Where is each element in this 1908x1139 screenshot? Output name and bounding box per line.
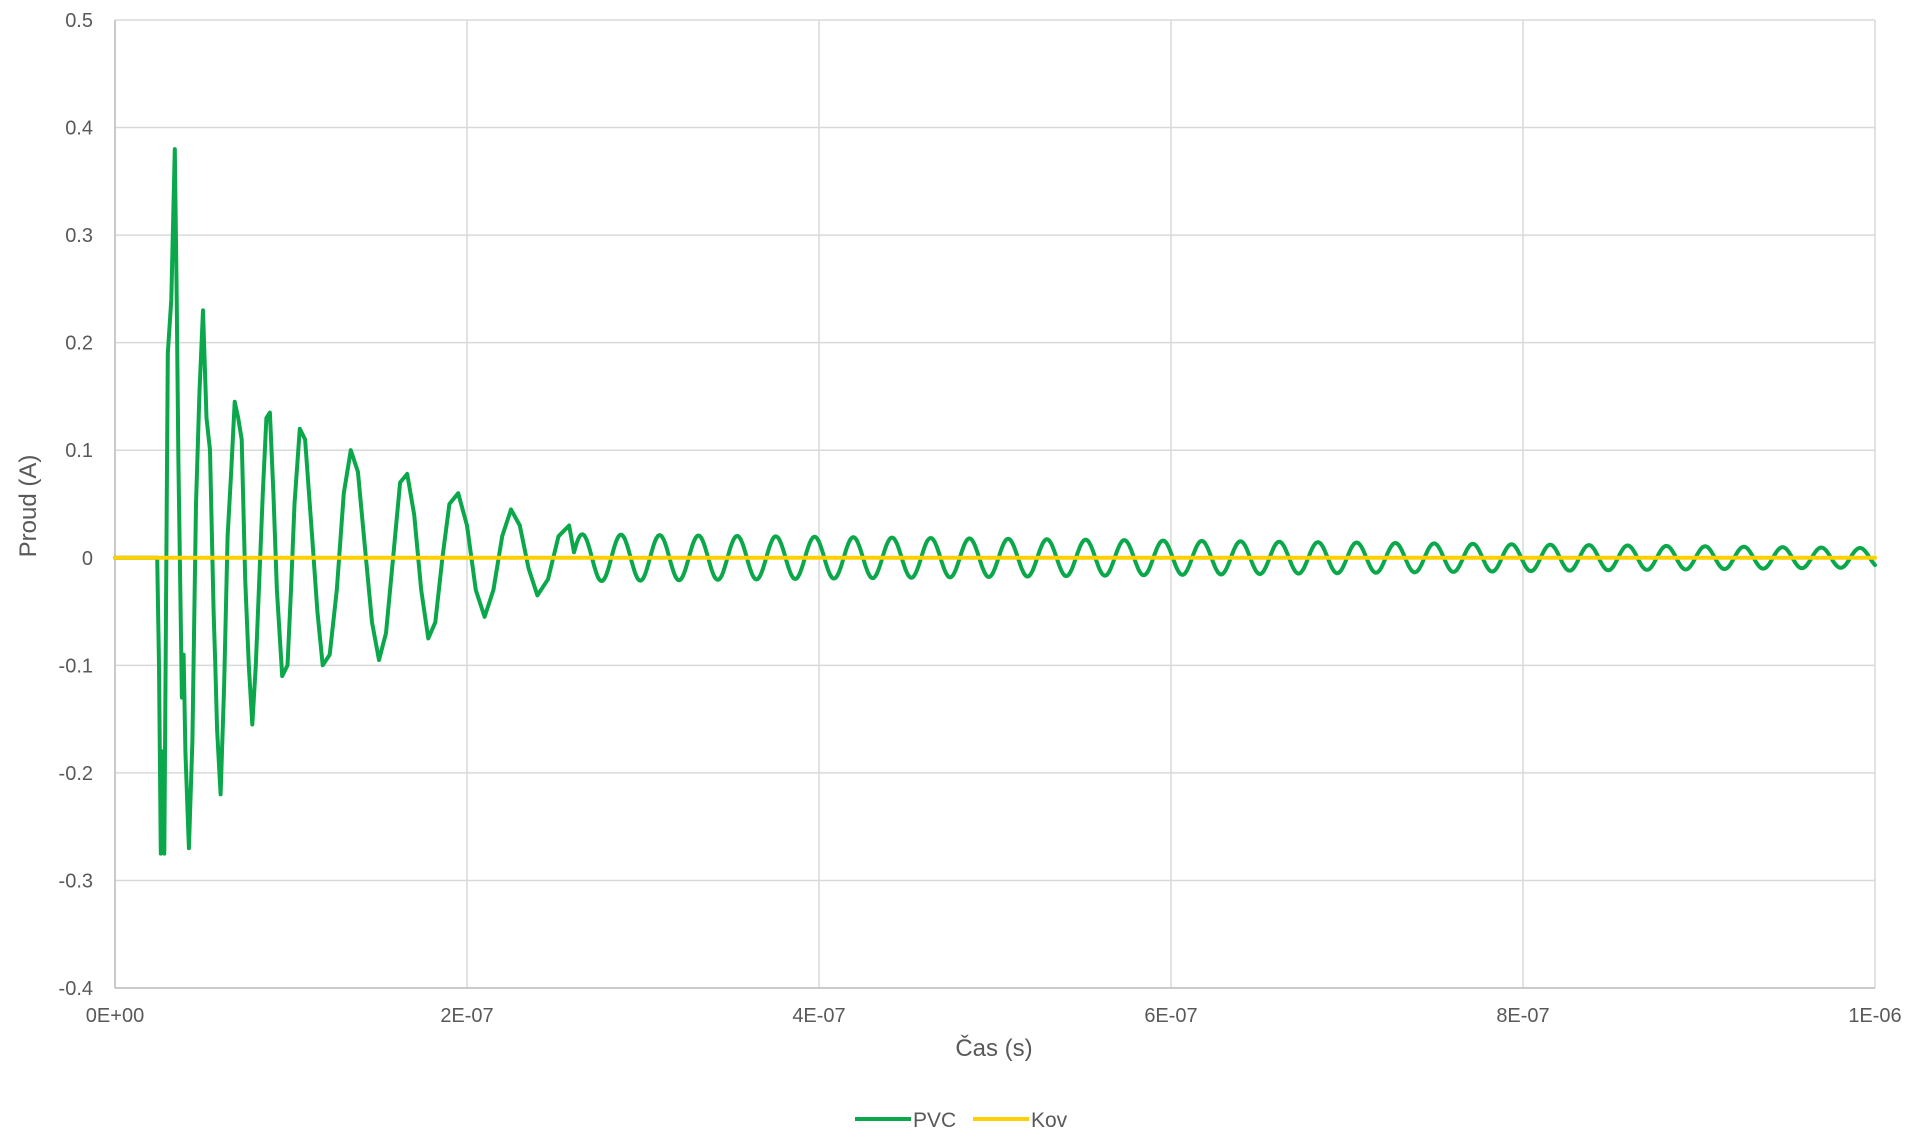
y-tick-label: -0.2 [59,763,93,785]
x-tick-label: 2E-07 [440,1005,493,1027]
legend-label-kov: Kov [1031,1109,1068,1132]
axes: 0.5 0.4 0.3 0.2 0.1 0 -0.1 -0.2 -0.3 -0.4 0E+00 2E-… [59,10,1902,1027]
legend-label-pvc: PVC [913,1109,956,1132]
y-axis-title: Proud (A) [15,455,42,558]
x-tick-label: 4E-07 [792,1005,845,1027]
y-tick-label: 0.2 [65,333,93,355]
legend: PVC Kov [855,1109,1068,1132]
y-tick-label: 0.1 [65,440,93,462]
y-tick-label: 0.3 [65,225,93,247]
y-tick-label: -0.3 [59,870,93,892]
x-tick-label: 8E-07 [1496,1005,1549,1027]
series-lines [113,147,1877,856]
x-axis-title: Čas (s) [955,1034,1032,1062]
y-tick-label: 0.5 [65,10,93,32]
y-tick-label: -0.4 [59,978,93,1000]
series-line-pvc [113,147,1877,856]
gridlines [114,19,1876,989]
x-tick-label: 0E+00 [86,1005,144,1027]
y-tick-label: -0.1 [59,655,93,677]
x-tick-label: 6E-07 [1144,1005,1197,1027]
y-tick-label: 0.4 [65,118,93,140]
y-tick-label: 0 [82,548,93,570]
x-tick-label: 1E-06 [1848,1005,1901,1027]
